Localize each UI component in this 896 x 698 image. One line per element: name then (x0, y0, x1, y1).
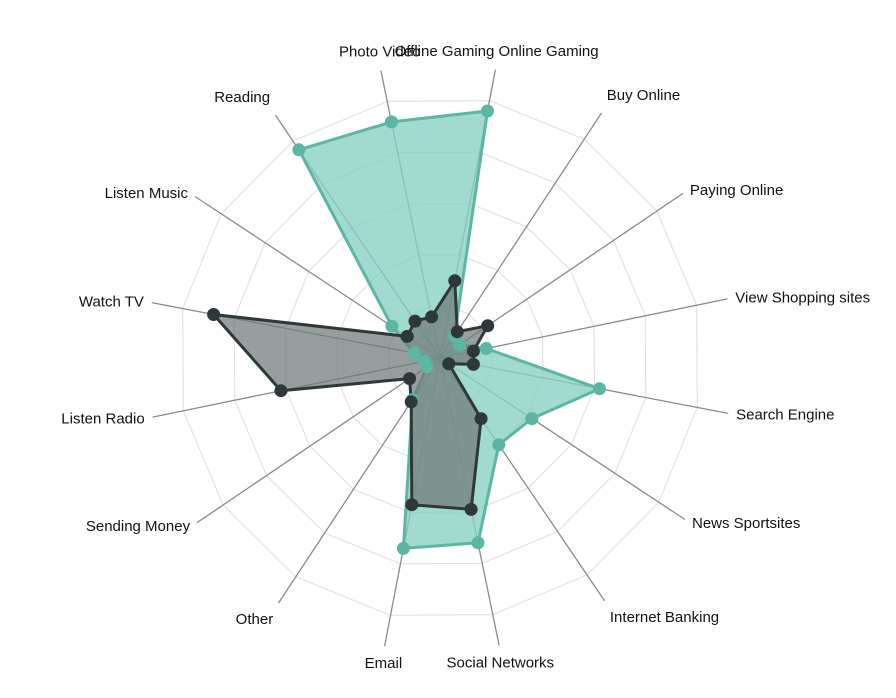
spoke-1 (439, 112, 603, 359)
axis-label-12: Watch TV (79, 293, 144, 310)
series-0-point-12[interactable] (407, 346, 421, 360)
axis-label-15: Photo Video (339, 44, 420, 61)
series-1-point-11[interactable] (274, 384, 288, 398)
axis-label-13: Listen Music (105, 185, 189, 202)
axis-label-7: Social Networks (447, 654, 555, 671)
axis-label-14: Reading (214, 89, 270, 106)
series-1-point-9[interactable] (404, 395, 418, 409)
series-1-point-10[interactable] (403, 372, 417, 386)
axis-label-11: Listen Radio (61, 410, 144, 427)
series-0-point-14[interactable] (292, 143, 306, 157)
series-1-point-14[interactable] (408, 314, 422, 328)
series-0-point-4[interactable] (593, 382, 606, 396)
series-0-point-0[interactable] (481, 104, 494, 118)
series-1-point-7[interactable] (464, 502, 478, 516)
series-1-point-8[interactable] (405, 498, 419, 512)
series-1-point-6[interactable] (474, 412, 488, 426)
series-0-point-13[interactable] (385, 319, 399, 333)
series-1-point-3[interactable] (466, 344, 480, 358)
series-0-point-11[interactable] (418, 354, 432, 368)
series-points (207, 104, 606, 555)
axis-label-0: Offline Gaming Online Gaming (395, 43, 599, 60)
series-1-area (212, 279, 490, 511)
spoke-10 (196, 357, 441, 524)
series-1-point-1[interactable] (450, 325, 464, 339)
series-0-point-5[interactable] (525, 412, 539, 426)
axis-label-9: Other (236, 611, 274, 628)
series-1-point-4[interactable] (466, 357, 480, 371)
series-areas (212, 109, 601, 550)
axis-labels: Offline Gaming Online Gaming Buy Online Pa… (61, 43, 870, 672)
series-1-point-2[interactable] (481, 319, 495, 333)
series-1-point-13[interactable] (400, 329, 414, 343)
series-0-point-7[interactable] (471, 536, 485, 550)
series-0-point-2[interactable] (453, 338, 466, 352)
series-1-point-0[interactable] (448, 274, 462, 288)
series-0-point-3[interactable] (479, 342, 493, 355)
axis-label-8: Email (365, 655, 403, 672)
series-0-point-6[interactable] (492, 438, 506, 452)
series-1-point-15[interactable] (425, 310, 439, 324)
series-1-point-12[interactable] (207, 308, 221, 321)
axis-label-1: Buy Online (607, 87, 680, 104)
series-0-point-15[interactable] (385, 115, 398, 129)
axis-label-10: Sending Money (86, 518, 191, 535)
axis-label-4: Search Engine (736, 407, 834, 424)
axis-label-6: Internet Banking (610, 609, 719, 626)
series-0-point-8[interactable] (396, 541, 410, 555)
axis-label-3: View Shopping sites (735, 290, 870, 307)
axis-label-5: News Sportsites (692, 515, 800, 532)
axis-label-2: Paying Online (690, 182, 783, 199)
series-1-point-5[interactable] (442, 357, 456, 371)
